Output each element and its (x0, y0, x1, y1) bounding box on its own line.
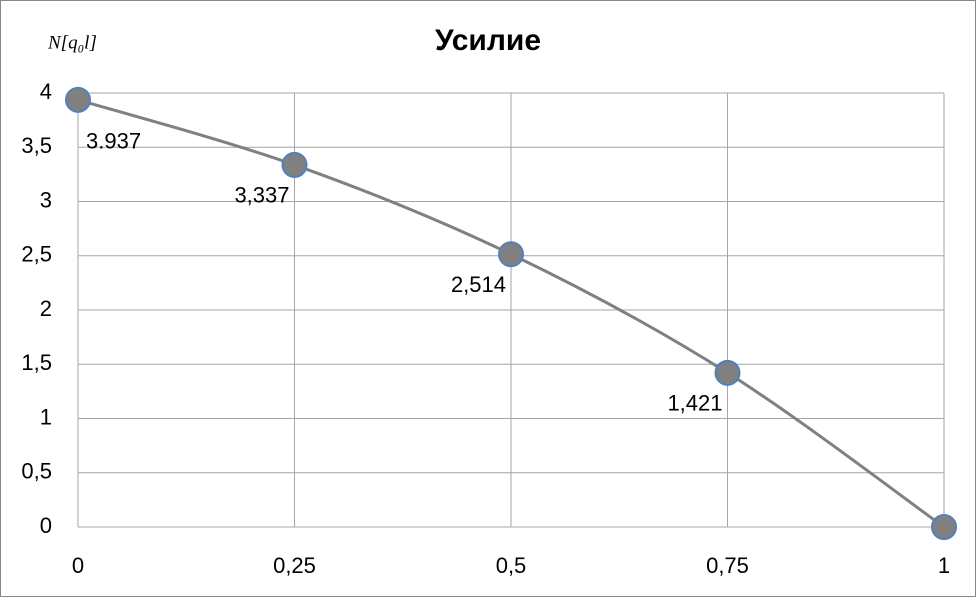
data-label: 1,421 (667, 391, 722, 416)
x-tick-label: 0,25 (273, 553, 316, 578)
data-label: 3.937 (86, 129, 141, 154)
data-label: 2,514 (451, 272, 506, 297)
data-point (498, 241, 524, 268)
data-point (65, 86, 91, 113)
y-tick-label: 1 (40, 404, 52, 429)
y-tick-label: 2 (40, 296, 52, 321)
x-tick-label: 1 (938, 553, 950, 578)
y-tick-label: 0,5 (21, 459, 52, 484)
y-tick-label: 3,5 (21, 133, 52, 158)
x-tick-label: 0,5 (496, 553, 527, 578)
chart-title: Усилие (435, 24, 541, 57)
y-tick-label: 3 (40, 187, 52, 212)
y-tick-label: 1,5 (21, 350, 52, 375)
y-tick-label: 4 (40, 79, 52, 104)
x-tick-label: 0,75 (706, 553, 749, 578)
y-tick-label: 0 (40, 513, 52, 538)
data-point (714, 359, 741, 386)
data-label: 3,337 (234, 183, 289, 208)
y-tick-label: 2,5 (21, 242, 52, 267)
x-tick-label: 0 (72, 553, 84, 578)
data-point (281, 151, 308, 178)
y-axis-label: N[q₀l] (47, 32, 97, 53)
data-point (931, 514, 957, 540)
